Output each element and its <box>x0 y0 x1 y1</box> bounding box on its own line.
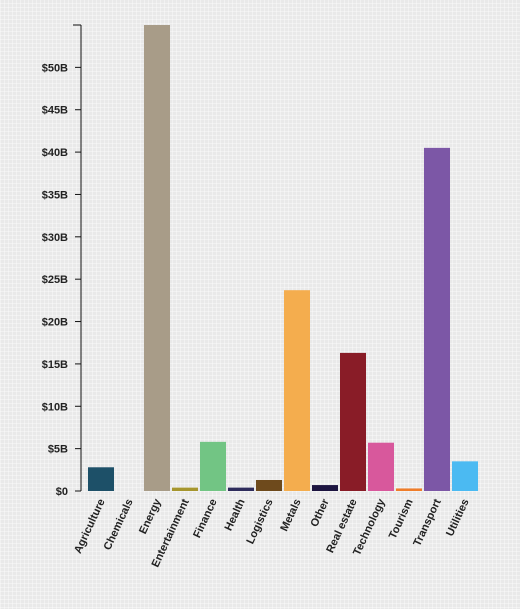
bar-metals[interactable] <box>284 290 310 491</box>
y-tick-label: $45B <box>42 105 68 117</box>
bars-group <box>88 25 478 491</box>
x-tick-label: Transport <box>411 497 443 548</box>
bar-transport[interactable] <box>424 147 450 491</box>
x-tick-label: Health <box>223 497 248 533</box>
bar-energy[interactable] <box>144 25 170 491</box>
y-tick-label: $15B <box>42 359 68 371</box>
y-tick-label: $35B <box>42 189 68 201</box>
x-tick-label: Chemicals <box>102 497 136 552</box>
x-tick-label: Finance <box>191 497 219 540</box>
bar-logistics[interactable] <box>256 479 282 491</box>
y-tick-label: $20B <box>42 317 68 329</box>
x-tick-label: Other <box>308 497 332 529</box>
y-tick-label: $10B <box>42 401 68 413</box>
bar-other[interactable] <box>312 485 338 491</box>
bar-entertainment[interactable] <box>172 487 198 491</box>
y-tick-label: $25B <box>42 274 68 286</box>
y-tick-label: $5B <box>48 444 68 456</box>
y-tick-label: $50B <box>42 62 68 74</box>
x-tick-label: Logistics <box>244 497 275 546</box>
y-tick-label: $40B <box>42 147 68 159</box>
y-tick-label: $0 <box>56 486 68 498</box>
bar-tourism[interactable] <box>396 488 422 491</box>
x-tick-label: Energy <box>137 496 164 536</box>
x-tick-label: Metals <box>278 497 303 533</box>
bar-real-estate[interactable] <box>340 352 366 491</box>
bar-technology[interactable] <box>368 442 394 491</box>
y-tick-label: $30B <box>42 232 68 244</box>
bar-agriculture[interactable] <box>88 467 114 491</box>
y-axis: $0 $5B $10B $15B $20B $25B $30B $35B $40B $45B $50… <box>42 24 82 498</box>
bar-utilities[interactable] <box>452 461 478 491</box>
bar-health[interactable] <box>228 487 254 491</box>
x-tick-label: Utilities <box>444 497 472 538</box>
bar-finance[interactable] <box>200 441 226 491</box>
x-tick-label: Tourism <box>387 497 416 541</box>
